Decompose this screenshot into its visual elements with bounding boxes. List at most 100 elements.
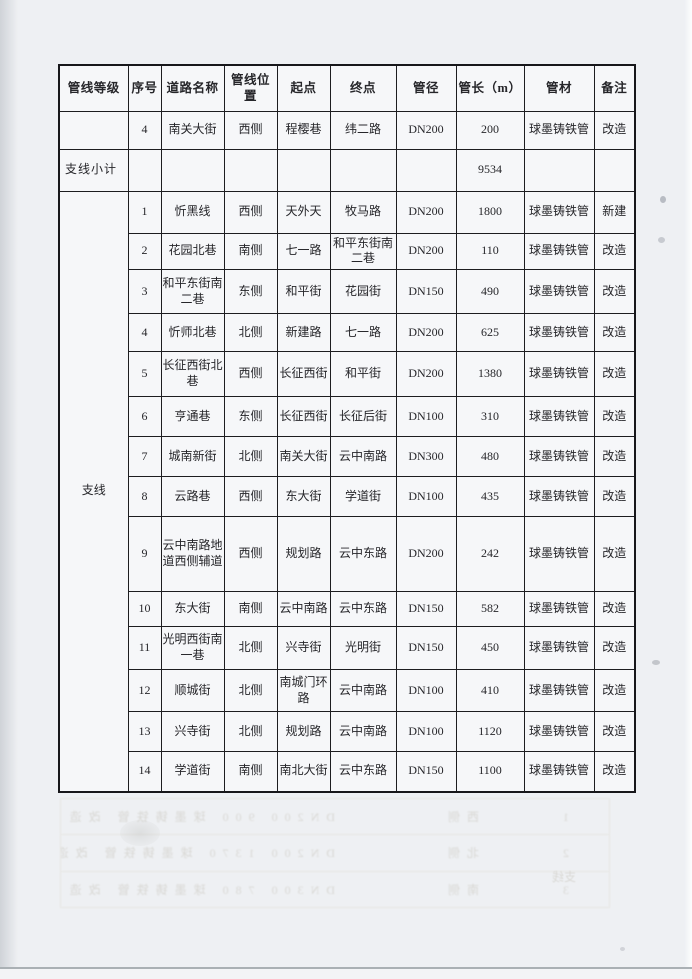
table-cell: 改造 [593, 313, 636, 353]
table-cell: 天外天 [276, 190, 331, 234]
table-row: 11 光明西街南一巷 北侧 兴寺街 光明街 DN150 450 球墨铸铁管 改造 [59, 626, 636, 671]
table-cell: 改造 [593, 476, 636, 518]
bleedthrough-table: 1 西侧 DN200 900 球墨铸铁管 改造 2 北侧 DN200 1370 … [60, 798, 610, 908]
table-row: 14 学道街 南侧 南北大街 云中东路 DN150 1100 球墨铸铁管 改造 [59, 751, 636, 793]
table-cell: 球墨铸铁管 [523, 516, 595, 593]
table-cell: 改造 [593, 232, 636, 271]
table-cell: DN150 [395, 591, 457, 628]
table-cell: 云中南路地道西侧辅道 [160, 516, 225, 593]
table-cell: 云中南路 [329, 436, 397, 478]
table-cell [329, 148, 397, 192]
header-cell: 终点 [329, 64, 397, 112]
table-cell: 2 [127, 232, 162, 271]
table-cell: DN200 [395, 190, 457, 234]
table-cell: 东侧 [223, 396, 278, 438]
table-cell: 西侧 [223, 516, 278, 593]
table-cell: 西侧 [223, 476, 278, 518]
table-cell: 改造 [593, 396, 636, 438]
table-cell [276, 148, 331, 192]
table-cell: 5 [127, 351, 162, 398]
table-cell: 1120 [455, 711, 525, 753]
table-cell: 1 [127, 190, 162, 234]
table-cell: 牧马路 [329, 190, 397, 234]
table-cell: 北侧 [223, 626, 278, 671]
table-cell: 13 [127, 711, 162, 753]
table-cell: 长征西街 [276, 396, 331, 438]
table-cell: 球墨铸铁管 [523, 711, 595, 753]
group-label-cell: 支线 [58, 190, 129, 793]
table-cell: DN100 [395, 396, 457, 438]
table-cell: 4 [127, 313, 162, 353]
table-cell: 纬二路 [329, 110, 397, 150]
table-cell: 长征后街 [329, 396, 397, 438]
table-cell: DN100 [395, 711, 457, 753]
table-cell: 球墨铸铁管 [523, 269, 595, 315]
table-cell: 310 [455, 396, 525, 438]
table-cell [127, 148, 162, 192]
table-cell: 东大街 [160, 591, 225, 628]
table-cell: 4 [127, 110, 162, 150]
scan-highlight-right [684, 0, 692, 979]
table-cell: 学道街 [329, 476, 397, 518]
table-cell: 兴寺街 [276, 626, 331, 671]
table-cell: 云中南路 [329, 669, 397, 713]
table-cell: DN100 [395, 476, 457, 518]
header-cell: 管长（m） [455, 64, 525, 112]
table-cell: 1100 [455, 751, 525, 793]
table-cell: 云中东路 [329, 516, 397, 593]
table-cell: 南关大街 [276, 436, 331, 478]
table-cell: DN200 [395, 351, 457, 398]
table-row: 4 忻师北巷 北侧 新建路 七一路 DN200 625 球墨铸铁管 改造 [59, 313, 636, 353]
table-cell: 改造 [593, 269, 636, 315]
table-cell: 1800 [455, 190, 525, 234]
table-cell: 球墨铸铁管 [523, 190, 595, 234]
table-cell: DN200 [395, 110, 457, 150]
table-cell: 云中东路 [329, 751, 397, 793]
table-cell: 西侧 [223, 110, 278, 150]
table-cell [395, 148, 457, 192]
table-cell: 顺城街 [160, 669, 225, 713]
table-cell: 625 [455, 313, 525, 353]
table-cell: 北侧 [223, 711, 278, 753]
table-row: 支线 1 忻黑线 西侧 天外天 牧马路 DN200 1800 球墨铸铁管 新建 [58, 190, 636, 793]
header-row: 管线等级 序号 道路名称 管线位置 起点 终点 管径 管长（m） 管材 备注 [58, 64, 636, 112]
table-cell: 改造 [593, 516, 636, 593]
header-cell: 管径 [395, 64, 457, 112]
table-row: 13 兴寺街 北侧 规划路 云中南路 DN100 1120 球墨铸铁管 改造 [59, 711, 636, 753]
scan-smudge [120, 820, 160, 846]
table-cell: 和平街 [329, 351, 397, 398]
table-cell: 450 [455, 626, 525, 671]
table-cell: 480 [455, 436, 525, 478]
table-cell: 七一路 [329, 313, 397, 353]
table-cell: 云中东路 [329, 591, 397, 628]
table-cell: 西侧 [223, 190, 278, 234]
paper-bottom-edge [0, 967, 692, 969]
table-cell: 规划路 [276, 516, 331, 593]
table-cell: 东侧 [223, 269, 278, 315]
table-cell: 球墨铸铁管 [523, 313, 595, 353]
scan-artifact [658, 237, 665, 243]
table-cell [58, 110, 129, 150]
table-row: 9 云中南路地道西侧辅道 西侧 规划路 云中东路 DN200 242 球墨铸铁管… [59, 516, 636, 593]
table-cell: 410 [455, 669, 525, 713]
bleedthrough-side-label: 支线 [552, 870, 577, 884]
table-cell: 和平东街南二巷 [329, 232, 397, 271]
bleedthrough-row: 3 南侧 DN300 780 球墨铸铁管 改造 [62, 882, 569, 897]
table-cell: 改造 [593, 110, 636, 150]
table-cell: 球墨铸铁管 [523, 351, 595, 398]
table-cell: 忻师北巷 [160, 313, 225, 353]
table-cell [523, 148, 595, 192]
table-cell: 改造 [593, 351, 636, 398]
table-row: 3 和平东街南二巷 东侧 和平街 花园街 DN150 490 球墨铸铁管 改造 [59, 269, 636, 315]
table-cell: 和平街 [276, 269, 331, 315]
header-cell: 管材 [523, 64, 595, 112]
table-cell: 球墨铸铁管 [523, 626, 595, 671]
table-cell: 改造 [593, 751, 636, 793]
table-cell: 东大街 [276, 476, 331, 518]
table-cell: DN200 [395, 516, 457, 593]
scan-shadow-left [0, 0, 18, 979]
table-row: 5 长征西街北巷 西侧 长征西街 和平街 DN200 1380 球墨铸铁管 改造 [59, 351, 636, 398]
scan-artifact [652, 660, 660, 665]
table-cell: 球墨铸铁管 [523, 232, 595, 271]
table-cell: DN100 [395, 669, 457, 713]
